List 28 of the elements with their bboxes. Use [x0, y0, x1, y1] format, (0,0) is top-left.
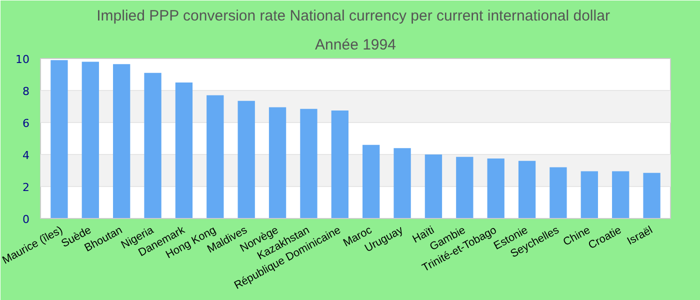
bar: [206, 95, 224, 218]
bar: [643, 172, 660, 218]
y-tick-label: 0: [22, 213, 30, 226]
bar: [331, 110, 348, 218]
y-tick-label: 10: [16, 53, 30, 66]
bar: [113, 64, 130, 218]
chart-subtitle: Année 1994: [315, 36, 396, 54]
y-tick-label: 2: [22, 181, 30, 194]
bar: [518, 160, 536, 218]
bar: [175, 82, 193, 218]
bar: [394, 148, 411, 218]
bar: [268, 107, 286, 218]
bar: [456, 156, 474, 218]
bar: [50, 60, 68, 218]
bar: [144, 72, 162, 218]
bar: [238, 100, 255, 218]
y-tick-label: 6: [22, 117, 30, 130]
bar: [550, 167, 567, 218]
bar: [424, 154, 442, 218]
y-tick-label: 4: [22, 149, 30, 162]
chart-title: Implied PPP conversion rate National currency per current international dollar: [96, 8, 610, 24]
bar: [487, 158, 504, 218]
bar: [580, 171, 598, 218]
y-tick-label: 8: [22, 85, 30, 98]
bar: [82, 62, 99, 218]
bar: [612, 171, 630, 218]
bar: [362, 144, 380, 218]
bar: [300, 108, 318, 218]
